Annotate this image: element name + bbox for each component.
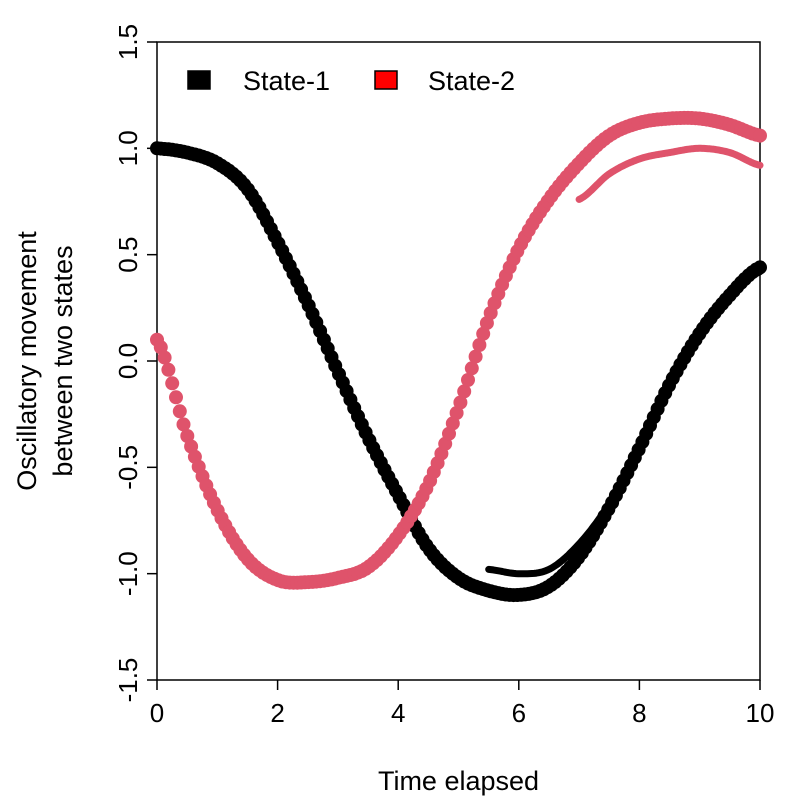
data-point [472, 338, 487, 352]
legend-label-state-2: State-2 [428, 66, 515, 96]
x-tick-label: 10 [746, 698, 775, 728]
x-tick-label: 8 [632, 698, 646, 728]
data-point [457, 384, 472, 399]
legend: State-1 State-2 [187, 66, 515, 96]
legend-swatch-state-1 [187, 70, 211, 90]
x-axis-title: Time elapsed [378, 766, 539, 796]
x-tick-label: 4 [391, 698, 405, 728]
x-tick-label: 2 [270, 698, 284, 728]
data-point [461, 373, 475, 387]
axis-layer: 0 2 4 6 8 10 -1.5 -1.0 -0.5 0.0 0.5 1.0 1.5 [113, 24, 774, 728]
y-axis-title: Oscillatory movement between two states [12, 231, 78, 491]
data-point [753, 260, 767, 275]
data-point [161, 362, 176, 377]
data-point [169, 390, 183, 405]
x-tick-label: 6 [512, 698, 526, 728]
data-layer [150, 110, 767, 603]
data-point [180, 429, 195, 443]
data-point [172, 404, 187, 419]
legend-swatch-state-2 [374, 70, 398, 90]
legend-label-state-1: State-1 [243, 66, 330, 96]
data-point [176, 417, 191, 432]
data-point [449, 406, 464, 420]
series-trail-state-2 [575, 144, 764, 203]
series-state-2 [150, 110, 767, 590]
data-point [476, 326, 491, 341]
y-tick-label: -1.5 [113, 658, 143, 703]
y-axis-title-line-1: Oscillatory movement [12, 231, 42, 491]
y-tick-label: 1.5 [113, 24, 143, 60]
y-tick-label: 1.0 [113, 130, 143, 166]
data-point [453, 395, 468, 410]
data-point [464, 361, 479, 376]
y-tick-label: -1.0 [113, 551, 143, 596]
data-point [753, 128, 767, 143]
y-axis-title-line-2: between two states [48, 245, 78, 476]
data-point [165, 376, 180, 391]
data-point [468, 349, 483, 364]
data-point [157, 350, 172, 365]
x-tick-label: 0 [150, 698, 164, 728]
y-tick-label: 0.5 [113, 237, 143, 273]
y-tick-label: -0.5 [113, 445, 143, 490]
y-tick-label: 0.0 [113, 343, 143, 379]
